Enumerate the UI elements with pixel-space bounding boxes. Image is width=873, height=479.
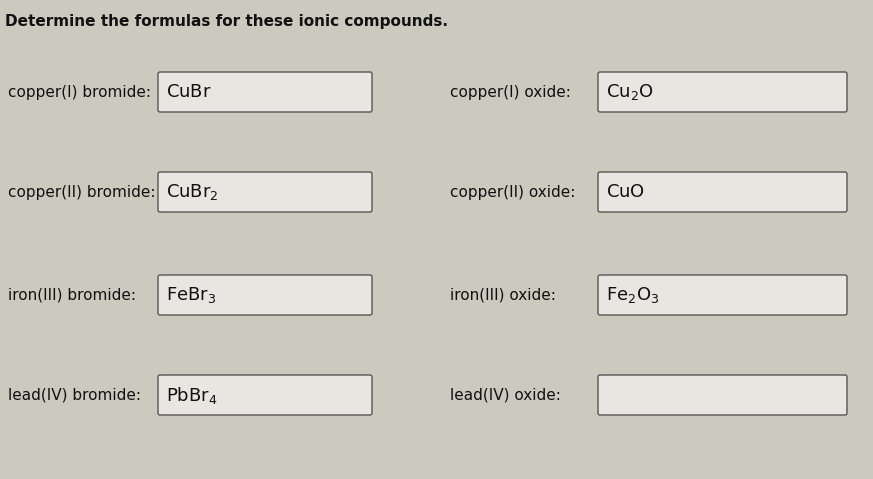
FancyBboxPatch shape [598,375,847,415]
FancyBboxPatch shape [598,72,847,112]
FancyBboxPatch shape [598,275,847,315]
Text: $\mathregular{CuBr}$: $\mathregular{CuBr}$ [166,83,211,101]
Text: $\mathregular{Fe_2O_3}$: $\mathregular{Fe_2O_3}$ [606,285,659,305]
FancyBboxPatch shape [158,275,372,315]
Text: lead(IV) oxide:: lead(IV) oxide: [450,388,560,402]
FancyBboxPatch shape [598,172,847,212]
Text: $\mathregular{FeBr_3}$: $\mathregular{FeBr_3}$ [166,285,217,305]
Text: copper(I) oxide:: copper(I) oxide: [450,84,571,100]
FancyBboxPatch shape [158,375,372,415]
FancyBboxPatch shape [158,72,372,112]
Text: iron(III) bromide:: iron(III) bromide: [8,287,136,303]
Text: $\mathregular{CuO}$: $\mathregular{CuO}$ [606,183,645,201]
Text: $\mathregular{CuBr_2}$: $\mathregular{CuBr_2}$ [166,182,218,202]
Text: copper(II) bromide:: copper(II) bromide: [8,184,155,199]
Text: Determine the formulas for these ionic compounds.: Determine the formulas for these ionic c… [5,14,448,29]
Text: copper(I) bromide:: copper(I) bromide: [8,84,151,100]
Text: copper(II) oxide:: copper(II) oxide: [450,184,575,199]
Text: $\mathregular{Cu_2O}$: $\mathregular{Cu_2O}$ [606,82,654,102]
Text: $\mathregular{PbBr_4}$: $\mathregular{PbBr_4}$ [166,385,217,406]
FancyBboxPatch shape [158,172,372,212]
Text: iron(III) oxide:: iron(III) oxide: [450,287,556,303]
Text: lead(IV) bromide:: lead(IV) bromide: [8,388,141,402]
